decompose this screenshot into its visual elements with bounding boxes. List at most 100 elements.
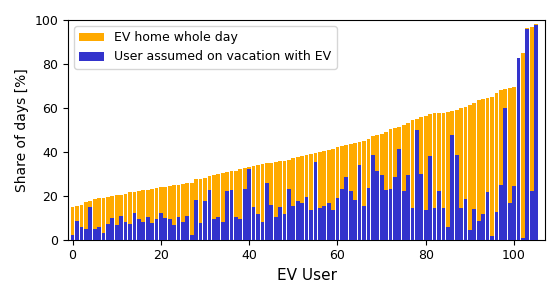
Bar <box>115 226 119 240</box>
Bar <box>133 213 136 240</box>
Bar <box>503 89 507 240</box>
Bar <box>525 29 529 240</box>
Bar <box>410 120 414 240</box>
Bar <box>216 217 220 240</box>
Bar <box>393 128 396 240</box>
Bar <box>300 156 304 240</box>
Bar <box>473 209 476 240</box>
Bar <box>291 206 295 240</box>
Bar <box>239 219 242 240</box>
Bar <box>260 222 264 240</box>
Bar <box>84 202 88 240</box>
Bar <box>155 188 158 240</box>
Bar <box>499 185 503 240</box>
Bar <box>305 155 309 240</box>
Bar <box>164 187 167 240</box>
Bar <box>203 201 207 240</box>
Bar <box>318 152 321 240</box>
Bar <box>80 204 83 240</box>
Bar <box>256 165 260 240</box>
Bar <box>278 161 282 240</box>
Bar <box>512 87 516 240</box>
Bar <box>309 154 313 240</box>
Bar <box>172 185 176 240</box>
Bar <box>353 200 357 240</box>
Bar <box>221 222 225 240</box>
Bar <box>155 219 158 240</box>
Bar <box>128 193 132 240</box>
Bar <box>172 226 176 240</box>
Bar <box>97 226 101 240</box>
Bar <box>340 189 344 240</box>
Bar <box>309 210 313 240</box>
Bar <box>141 190 145 240</box>
Bar <box>521 53 525 240</box>
Bar <box>486 193 489 240</box>
Bar <box>424 116 428 240</box>
Bar <box>389 129 393 240</box>
Bar <box>239 169 242 240</box>
Bar <box>265 163 269 240</box>
Bar <box>384 132 388 240</box>
Bar <box>331 148 335 240</box>
Bar <box>212 219 216 240</box>
Bar <box>119 215 123 240</box>
Bar <box>406 175 410 240</box>
Bar <box>300 204 304 240</box>
Bar <box>459 208 463 240</box>
Bar <box>419 117 423 240</box>
Y-axis label: Share of days [%]: Share of days [%] <box>15 68 29 192</box>
Bar <box>402 125 405 240</box>
Bar <box>274 217 278 240</box>
Bar <box>344 145 348 240</box>
Bar <box>128 224 132 240</box>
Bar <box>323 206 326 240</box>
Bar <box>530 191 534 240</box>
Bar <box>494 212 498 240</box>
Bar <box>119 195 123 240</box>
Bar <box>323 151 326 240</box>
Bar <box>473 103 476 240</box>
Bar <box>137 219 141 240</box>
Bar <box>216 174 220 240</box>
Bar <box>437 191 441 240</box>
Bar <box>410 208 414 240</box>
Bar <box>305 197 309 240</box>
Bar <box>146 217 150 240</box>
Bar <box>278 207 282 240</box>
Bar <box>137 191 141 240</box>
Bar <box>406 123 410 240</box>
Bar <box>490 97 494 240</box>
Bar <box>75 221 79 240</box>
Bar <box>389 189 393 240</box>
Bar <box>464 199 468 240</box>
Bar <box>366 139 370 240</box>
Bar <box>477 100 480 240</box>
Bar <box>446 226 450 240</box>
Bar <box>358 142 361 240</box>
Bar <box>327 150 330 240</box>
Bar <box>450 111 454 240</box>
Bar <box>353 143 357 240</box>
Bar <box>455 110 459 240</box>
Bar <box>71 235 74 240</box>
Bar <box>327 204 330 240</box>
X-axis label: EV User: EV User <box>277 268 337 283</box>
Bar <box>150 189 154 240</box>
Bar <box>243 189 246 240</box>
Bar <box>287 159 291 240</box>
Bar <box>375 170 379 240</box>
Bar <box>380 175 384 240</box>
Bar <box>101 198 105 240</box>
Bar <box>335 198 339 240</box>
Bar <box>230 171 234 240</box>
Bar <box>159 213 163 240</box>
Bar <box>508 204 511 240</box>
Bar <box>251 207 255 240</box>
Bar <box>225 172 229 240</box>
Bar <box>208 176 211 240</box>
Bar <box>194 179 198 240</box>
Bar <box>521 238 525 240</box>
Bar <box>349 144 353 240</box>
Bar <box>296 201 300 240</box>
